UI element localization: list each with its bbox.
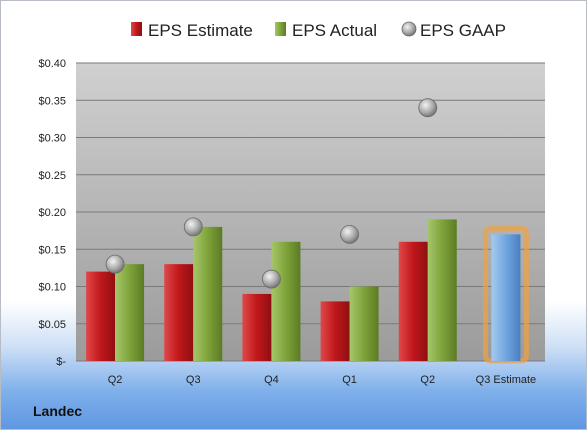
x-tick-label: Q2 [420, 374, 435, 386]
bar-eps-estimate [320, 301, 350, 361]
bar-q3-estimate [491, 234, 521, 361]
x-axis-ticks: Q2 Q3 Q4 Q1 Q2 Q3 Estimate [108, 374, 536, 386]
y-tick-label: $0.25 [38, 170, 66, 182]
bar-eps-actual [271, 241, 301, 361]
marker-eps-gaap [262, 269, 281, 289]
y-tick-label: $0.20 [38, 207, 66, 219]
y-tick-label: $- [56, 356, 66, 368]
bar-eps-estimate [164, 264, 194, 361]
bar-eps-estimate [86, 271, 116, 361]
marker-eps-gaap [105, 254, 125, 274]
legend-swatch [131, 22, 142, 36]
x-tick-label: Q3 Estimate [476, 374, 537, 386]
marker-eps-gaap [183, 217, 203, 237]
bar-eps-estimate [242, 293, 272, 361]
y-tick-label: $0.15 [38, 244, 66, 256]
bar-eps-actual [115, 264, 145, 361]
legend-label: EPS Estimate [148, 21, 253, 40]
x-tick-label: Q3 [186, 374, 201, 386]
bar-eps-actual [349, 286, 379, 361]
y-tick-label: $0.05 [38, 319, 66, 331]
x-tick-label: Q2 [108, 374, 123, 386]
marker-eps-gaap [340, 224, 359, 244]
y-tick-label: $0.40 [38, 58, 66, 70]
bars [86, 98, 529, 364]
y-tick-label: $0.10 [38, 282, 66, 294]
legend-swatch [401, 21, 417, 37]
y-tick-label: $0.30 [38, 133, 66, 145]
marker-eps-gaap [418, 98, 438, 118]
legend-label: EPS GAAP [420, 21, 506, 40]
legend: EPS Estimate EPS Actual EPS GAAP [131, 21, 506, 40]
bar-eps-estimate [398, 241, 428, 361]
gridlines [76, 62, 545, 362]
x-tick-label: Q4 [264, 374, 279, 386]
y-tick-label: $0.35 [38, 95, 66, 107]
legend-label: EPS Actual [292, 21, 377, 40]
bar-eps-actual [427, 219, 457, 361]
y-axis-ticks: $0.40 $0.35 $0.30 $0.25 $0.20 $0.15 $0.10 $0.05… [38, 58, 66, 368]
x-tick-label: Q1 [342, 374, 357, 386]
company-name: Landec [33, 403, 83, 419]
legend-swatch [275, 22, 286, 36]
bar-eps-actual [193, 226, 223, 361]
